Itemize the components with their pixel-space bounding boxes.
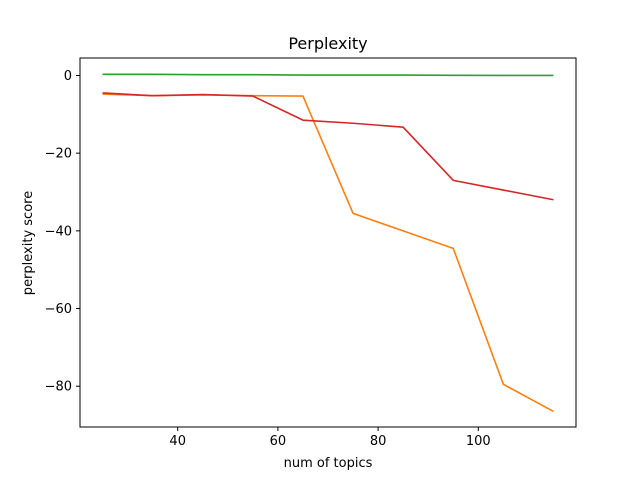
plot-frame — [79, 57, 577, 428]
x-tick-label: 60 — [270, 434, 287, 449]
y-tick-label: −20 — [45, 147, 72, 162]
chart-title: Perplexity — [288, 34, 367, 53]
x-tick-label: 80 — [370, 434, 387, 449]
series-line-2 — [102, 92, 554, 201]
y-axis-label: perplexity score — [21, 191, 36, 295]
x-tick-label: 100 — [466, 434, 491, 449]
y-tick-label: −40 — [45, 224, 72, 239]
x-tick-label: 40 — [169, 434, 186, 449]
y-tick-label: −80 — [45, 380, 72, 395]
y-tick-label: −60 — [45, 302, 72, 317]
y-tick-label: 0 — [64, 69, 72, 84]
x-axis-label: num of topics — [284, 456, 373, 471]
series-line-3 — [102, 73, 554, 77]
series-layer — [102, 73, 554, 413]
ticks-layer: 40 60 80 100 0 −20 −40 −60 −80 — [45, 69, 491, 449]
